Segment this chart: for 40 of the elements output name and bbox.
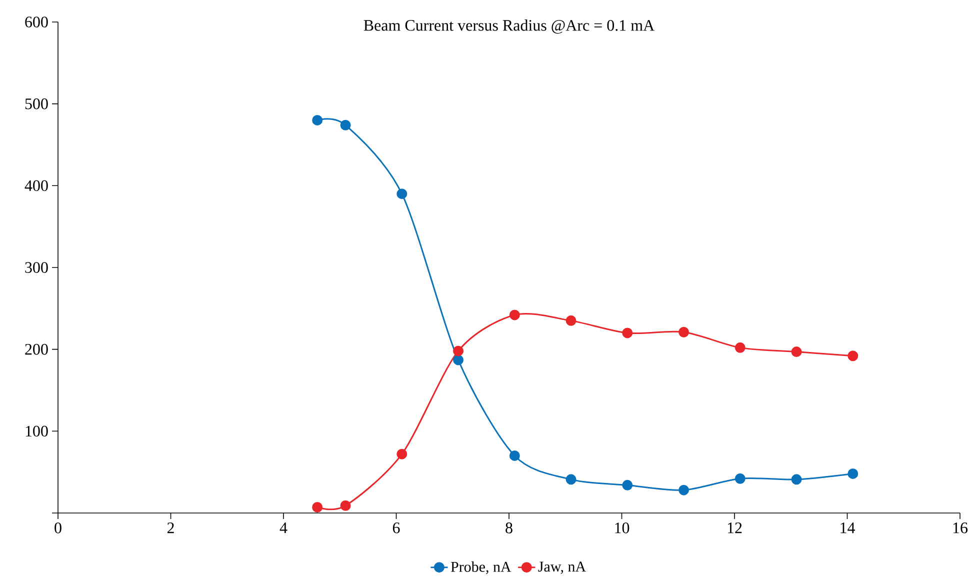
chart-title: Beam Current versus Radius @Arc = 0.1 mA [364, 20, 655, 34]
x-tick-label: 14 [840, 522, 855, 534]
x-tick-label: 2 [167, 522, 174, 534]
point [396, 448, 408, 460]
x-tick-label: 6 [392, 522, 400, 534]
y-tick-label: 200 [25, 344, 48, 355]
y-tick-label: 500 [25, 98, 48, 110]
point [312, 502, 323, 513]
point [453, 354, 464, 366]
point [566, 315, 576, 326]
point [622, 328, 633, 338]
point [848, 468, 858, 479]
y-tick-label: 300 [25, 262, 48, 273]
legend-label: Probe, nA [450, 561, 512, 574]
point [566, 474, 576, 485]
point [791, 474, 802, 485]
legend-label: Jaw, nA [538, 562, 586, 574]
y-tick-label: 400 [24, 180, 48, 192]
point [340, 120, 351, 130]
x-tick-label: 10 [615, 522, 630, 534]
x-tick-label: 8 [506, 522, 512, 534]
point [312, 114, 323, 126]
x-tick-label: 0 [54, 522, 62, 534]
point [734, 473, 746, 484]
x-tick-label: 12 [728, 522, 742, 534]
point [509, 450, 520, 461]
point [396, 188, 408, 200]
point [453, 346, 464, 356]
point [734, 342, 746, 353]
point [678, 484, 690, 496]
y-tick-label: 100 [26, 426, 48, 437]
point [340, 500, 351, 511]
point [678, 326, 690, 338]
point [509, 310, 520, 320]
x-tick-label: 4 [280, 522, 288, 534]
y-tick-label: 600 [25, 16, 48, 28]
point [791, 346, 802, 358]
point [848, 350, 858, 362]
point [622, 480, 633, 490]
x-tick-label: 16 [953, 522, 968, 534]
